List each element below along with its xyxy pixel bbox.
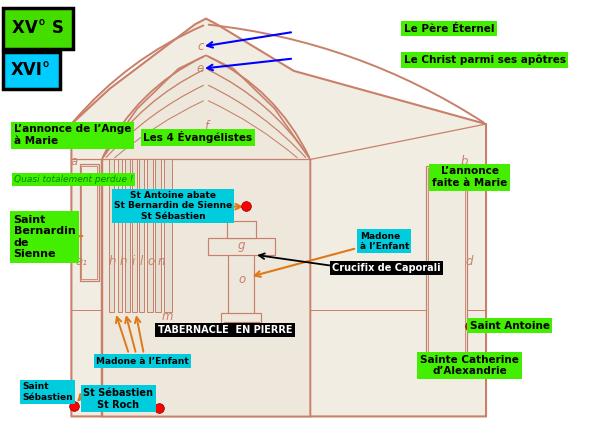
Text: Madone
à l’Enfant: Madone à l’Enfant <box>360 232 409 251</box>
Bar <box>80 164 99 281</box>
Text: Madone à l’Enfant: Madone à l’Enfant <box>96 357 189 365</box>
Text: d: d <box>466 255 473 268</box>
Text: c: c <box>197 40 204 53</box>
Polygon shape <box>71 19 486 416</box>
Text: St Antoine abate
St Bernardin de Sienne
St Sébastien: St Antoine abate St Bernardin de Sienne … <box>114 191 232 221</box>
Text: Les 4 Évangélistes: Les 4 Évangélistes <box>143 131 253 144</box>
Text: L’annonce de l’Ange
à Marie: L’annonce de l’Ange à Marie <box>14 124 131 146</box>
Text: a: a <box>71 155 78 168</box>
Text: L’annonce
faite à Marie: L’annonce faite à Marie <box>432 167 507 188</box>
Bar <box>81 166 97 279</box>
Text: l: l <box>140 255 143 268</box>
Text: i: i <box>132 255 135 268</box>
Text: Sainte Catherine
d’Alexandrie: Sainte Catherine d’Alexandrie <box>420 355 519 376</box>
Text: h: h <box>120 255 127 268</box>
Text: XV° S: XV° S <box>12 19 64 37</box>
Bar <box>109 159 114 312</box>
Bar <box>227 221 256 238</box>
Bar <box>428 168 464 368</box>
Text: Saint Antoine: Saint Antoine <box>470 321 549 330</box>
Bar <box>224 322 258 331</box>
Bar <box>155 159 161 312</box>
Text: m: m <box>162 310 173 323</box>
FancyBboxPatch shape <box>3 8 73 49</box>
Text: TABERNACLE  EN PIERRE: TABERNACLE EN PIERRE <box>158 325 293 335</box>
Text: e: e <box>197 62 204 75</box>
Text: a₁: a₁ <box>76 255 87 268</box>
Text: Quasi totalement perdue !: Quasi totalement perdue ! <box>14 175 133 184</box>
Polygon shape <box>101 55 310 416</box>
Bar <box>147 159 153 312</box>
Bar <box>139 159 144 312</box>
Bar <box>221 313 261 323</box>
Text: Saint
Bernardin
de
Sienne: Saint Bernardin de Sienne <box>14 214 76 260</box>
Bar <box>125 159 130 312</box>
Text: b: b <box>460 155 468 168</box>
Text: Crucifix de Caporali: Crucifix de Caporali <box>332 263 441 273</box>
Text: n: n <box>157 255 165 268</box>
Bar <box>163 159 172 312</box>
Bar <box>208 238 275 255</box>
Text: g: g <box>238 239 245 253</box>
Bar <box>425 166 467 370</box>
Text: St Sébastien
St Roch: St Sébastien St Roch <box>83 388 153 409</box>
Text: Le Père Éternel: Le Père Éternel <box>404 24 494 34</box>
Text: XVI°: XVI° <box>11 62 51 79</box>
FancyBboxPatch shape <box>3 52 60 89</box>
Text: f: f <box>204 120 208 133</box>
Bar <box>132 159 137 312</box>
Bar <box>228 233 254 315</box>
Text: h: h <box>109 255 116 268</box>
Text: o: o <box>148 255 155 268</box>
Text: o: o <box>238 272 245 286</box>
Text: Le Christ parmi ses apôtres: Le Christ parmi ses apôtres <box>404 54 566 65</box>
Text: Saint
Sébastien: Saint Sébastien <box>22 382 73 402</box>
Bar <box>117 159 123 312</box>
